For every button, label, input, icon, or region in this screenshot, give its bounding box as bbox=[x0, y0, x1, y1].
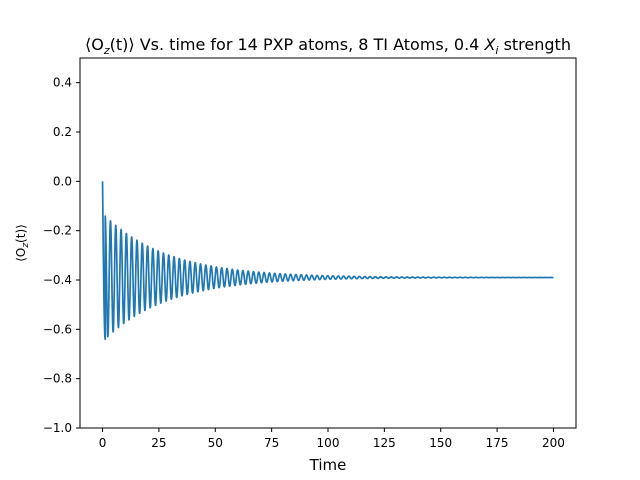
x-tick-label: 100 bbox=[317, 436, 340, 450]
x-tick-label: 25 bbox=[151, 436, 166, 450]
y-tick-label: −0.6 bbox=[43, 322, 72, 336]
x-tick-label: 175 bbox=[486, 436, 509, 450]
chart-title: ⟨Oz(t)⟩ Vs. time for 14 PXP atoms, 8 TI … bbox=[85, 35, 571, 57]
y-axis-label-sub: z bbox=[21, 243, 31, 249]
y-tick-label: 0.4 bbox=[53, 76, 72, 90]
x-axis-label: Time bbox=[309, 456, 347, 474]
y-tick-label: 0.2 bbox=[53, 125, 72, 139]
x-tick-label: 125 bbox=[373, 436, 396, 450]
series-line bbox=[101, 181, 555, 341]
y-tick-label: −0.8 bbox=[43, 372, 72, 386]
x-axis-ticks: 0 25 50 75 100 125 150 175 200 bbox=[99, 428, 565, 450]
chart-title-rest: (t)⟩ Vs. time for 14 PXP atoms, 8 TI Ato… bbox=[110, 35, 485, 54]
series-layer bbox=[101, 181, 555, 341]
chart-title-x: X bbox=[483, 35, 496, 54]
y-tick-label: −0.4 bbox=[43, 273, 72, 287]
y-axis-label-rest: (t)⟩ bbox=[14, 224, 28, 243]
chart-title-main: ⟨O bbox=[85, 35, 104, 54]
chart-title-sub: z bbox=[103, 44, 110, 57]
x-tick-label: 0 bbox=[99, 436, 107, 450]
x-tick-label: 75 bbox=[264, 436, 279, 450]
chart-title-i: i bbox=[495, 44, 498, 57]
y-axis-label: ⟨Oz(t)⟩ bbox=[14, 224, 31, 262]
y-axis-label-main: ⟨O bbox=[14, 248, 28, 262]
x-tick-label: 200 bbox=[542, 436, 565, 450]
y-tick-label: −0.2 bbox=[43, 224, 72, 238]
x-tick-label: 50 bbox=[208, 436, 223, 450]
y-axis-ticks: −1.0 −0.8 −0.6 −0.4 −0.2 0.0 0.2 0.4 bbox=[43, 76, 80, 435]
chart-title-tail: strength bbox=[498, 35, 570, 54]
y-tick-label: 0.0 bbox=[53, 174, 72, 188]
y-tick-label: −1.0 bbox=[43, 421, 72, 435]
x-tick-label: 150 bbox=[429, 436, 452, 450]
